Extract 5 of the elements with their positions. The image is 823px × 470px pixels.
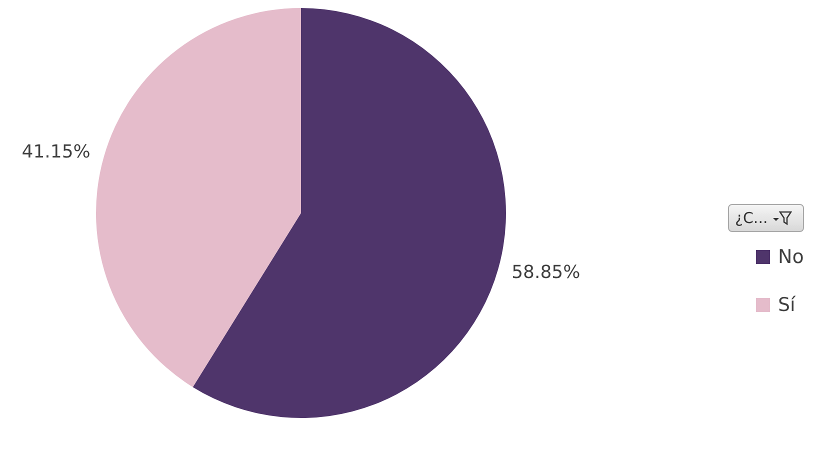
data-label: 41.15% (22, 142, 90, 163)
legend-label: Sí (778, 294, 796, 316)
legend-title: ¿C... (735, 209, 768, 227)
legend-label: No (778, 246, 804, 268)
data-label: 58.85% (512, 262, 580, 283)
